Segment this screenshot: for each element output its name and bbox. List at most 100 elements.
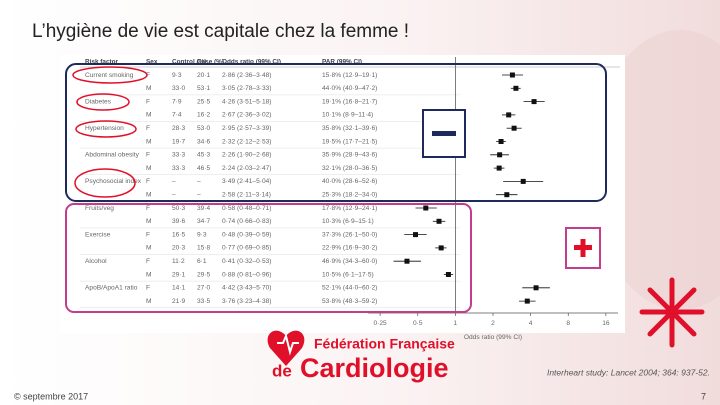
- table-cell: Hypertension: [85, 125, 124, 132]
- table-cell: 9·3: [197, 231, 207, 238]
- or-marker: [438, 245, 444, 251]
- highlight: [74, 168, 136, 198]
- table-cell: 20·3: [172, 245, 186, 252]
- table-cell: 4·26 (3·51–5·18): [222, 98, 271, 105]
- logo-de: de: [272, 361, 292, 380]
- table-cell: 2·86 (2·36–3·48): [222, 72, 271, 79]
- table-cell: ApoB/ApoA1 ratio: [85, 285, 138, 292]
- table-cell: F: [146, 125, 150, 132]
- table-cell: 11·2: [172, 258, 185, 265]
- x-tick-label: 8: [566, 320, 570, 327]
- or-marker: [506, 112, 512, 118]
- table-cell: 20·1: [197, 72, 211, 79]
- table-cell: 4·42 (3·43–5·70): [222, 285, 271, 292]
- slide-title: L’hygiène de vie est capitale chez la fe…: [32, 21, 409, 42]
- table-cell: –: [197, 178, 201, 185]
- table-cell: 0·74 (0·66–0·83): [222, 218, 271, 225]
- table-cell: Abdominal obesity: [85, 152, 140, 159]
- column-header: Case (%): [197, 59, 224, 66]
- table-cell: 0·88 (0·81–0·96): [222, 271, 271, 278]
- table-cell: 3·76 (3·23–4·38): [222, 298, 271, 305]
- table-cell: 10·1% (8·9–11·4): [322, 112, 373, 119]
- or-marker: [520, 178, 526, 184]
- table-cell: M: [146, 138, 152, 145]
- table-cell: 37·3% (26·1–50·0): [322, 231, 377, 238]
- citation: Interheart study: Lancet 2004; 364: 937-…: [547, 367, 710, 377]
- table-cell: 33·0: [172, 85, 186, 92]
- table-cell: 33·5: [197, 298, 211, 305]
- table-cell: Diabetes: [85, 98, 112, 105]
- x-tick-label: 0·5: [413, 320, 423, 327]
- table-cell: M: [146, 271, 152, 278]
- table-cell: Psychosocial index: [85, 178, 142, 185]
- x-tick-label: 4: [529, 320, 533, 327]
- table-cell: 19·7: [172, 138, 186, 145]
- x-tick-label: 0·25: [374, 320, 388, 327]
- table-cell: 10·5% (6·1–17·5): [322, 271, 374, 278]
- table-cell: Fruits/veg: [85, 205, 114, 212]
- table-cell: 9·3: [172, 72, 182, 79]
- column-header: Risk factor: [85, 59, 119, 66]
- column-header: Sex: [146, 59, 158, 66]
- table-cell: Exercise: [85, 231, 111, 238]
- table-cell: 33·3: [172, 165, 186, 172]
- or-marker: [496, 165, 502, 171]
- table-cell: F: [146, 231, 150, 238]
- table-cell: F: [146, 285, 150, 292]
- table-cell: M: [146, 298, 152, 305]
- table-cell: 22·9% (16·9–30·2): [322, 245, 377, 252]
- column-header: PAR (99% CI): [322, 59, 362, 66]
- table-cell: 29·1: [172, 271, 186, 278]
- table-cell: 2·95 (2·57–3·39): [222, 125, 271, 132]
- table-cell: 39·6: [172, 218, 186, 225]
- highlight: [75, 120, 137, 138]
- table-cell: F: [146, 98, 150, 105]
- minus-sign: [432, 131, 456, 136]
- or-marker: [436, 218, 442, 224]
- table-cell: 34·7: [197, 218, 211, 225]
- or-marker: [423, 205, 429, 211]
- table-cell: 2·32 (2·12–2·53): [222, 138, 271, 145]
- table-cell: 33·3: [172, 152, 186, 159]
- or-marker: [531, 99, 537, 105]
- table-cell: 3·49 (2·41–5·04): [222, 178, 271, 185]
- table-cell: F: [146, 72, 150, 79]
- table-cell: 53·1: [197, 85, 211, 92]
- or-marker: [533, 285, 539, 291]
- table: Risk factor Sex Control (%)Case (%)Odds ra…: [80, 57, 620, 341]
- table-cell: 14·1: [172, 285, 186, 292]
- table-cell: M: [146, 218, 152, 225]
- x-tick-label: 16: [602, 320, 610, 327]
- table-cell: 46·5: [197, 165, 211, 172]
- table-cell: 2·67 (2·36–3·02): [222, 112, 271, 119]
- x-axis-label: Odds ratio (99% CI): [464, 334, 522, 341]
- table-cell: M: [146, 85, 152, 92]
- table-cell: Alcohol: [85, 258, 107, 265]
- risk-box: [65, 63, 607, 202]
- column-header: Odds ratio (99% CI): [222, 59, 281, 66]
- table-cell: 32·1% (28·0–36·5): [322, 165, 377, 172]
- table-cell: F: [146, 205, 150, 212]
- table-cell: 0·58 (0·48–0·71): [222, 205, 271, 212]
- x-tick-label: 2: [491, 320, 495, 327]
- table-cell: 46·9% (34·3–60·0): [322, 258, 377, 265]
- table-cell: 50·3: [172, 205, 186, 212]
- table-cell: 21·9: [172, 298, 186, 305]
- table-cell: 40·0% (28·6–52·6): [322, 178, 377, 185]
- table-cell: 29·5: [197, 271, 211, 278]
- table-cell: 28·3: [172, 125, 186, 132]
- or-marker: [513, 85, 519, 91]
- or-marker: [524, 298, 530, 304]
- highlight: [76, 93, 130, 111]
- decor-star: [639, 277, 705, 348]
- table-cell: 7·4: [172, 112, 182, 119]
- or-marker: [497, 152, 503, 158]
- table-cell: 34·6: [197, 138, 211, 145]
- or-marker: [498, 139, 504, 144]
- or-marker: [404, 258, 410, 264]
- footer-date: © septembre 2017: [14, 391, 88, 401]
- logo-line1: Fédération Française: [314, 336, 455, 352]
- table-cell: 44·0% (40·9–47·2): [322, 85, 377, 92]
